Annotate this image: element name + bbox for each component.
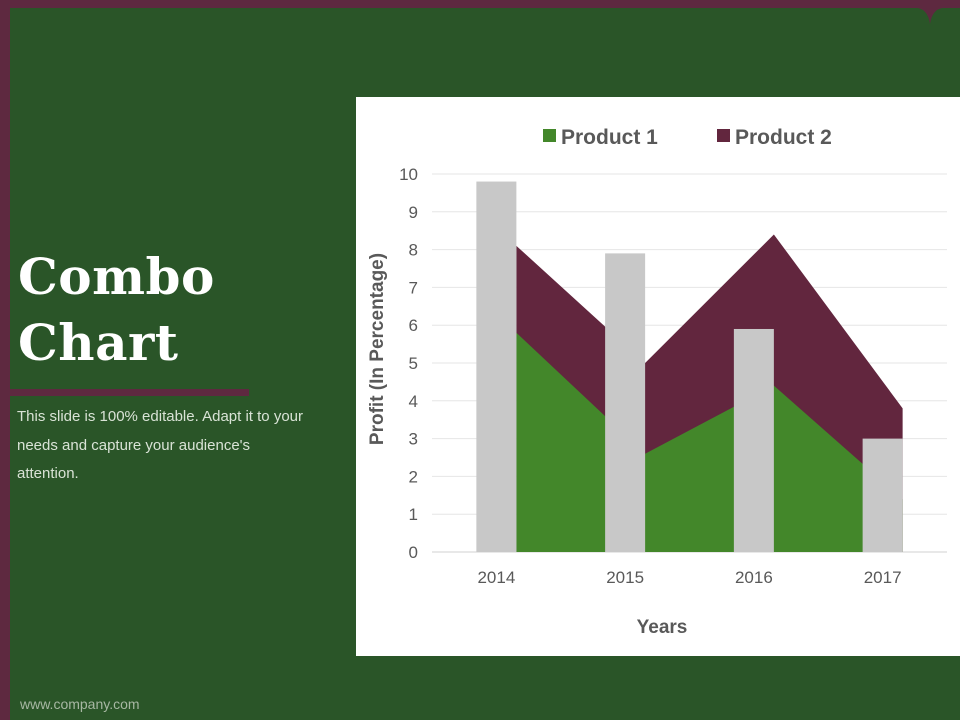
y-tick-label-2: 2 (409, 467, 418, 486)
y-tick-label-1: 1 (409, 505, 418, 524)
y-tick-label-7: 7 (409, 278, 418, 297)
y-tick-label-6: 6 (409, 316, 418, 335)
x-tick-label-2017: 2017 (864, 568, 902, 587)
legend-swatch-product-1 (543, 129, 556, 142)
combo-chart: 0 1 2 3 4 5 6 7 8 9 10 2014 2015 2016 2017 Product 1 P… (367, 126, 947, 638)
x-axis-title: Years (637, 617, 688, 638)
y-tick-label-10: 10 (399, 165, 418, 184)
corner-notch (918, 6, 942, 24)
top-border (0, 0, 960, 8)
bar-2017 (862, 438, 903, 552)
footer-url: www.company.com (20, 696, 140, 712)
y-tick-label-4: 4 (409, 392, 418, 411)
bar-2015 (605, 253, 646, 552)
title-underline (10, 389, 249, 396)
left-border (0, 0, 10, 720)
y-tick-label-0: 0 (409, 543, 418, 562)
x-tick-label-2014: 2014 (477, 568, 515, 587)
chart-panel: 0 1 2 3 4 5 6 7 8 9 10 2014 2015 2016 2017 Product 1 P… (356, 97, 960, 656)
slide-subtitle: This slide is 100% editable. Adapt it to… (17, 408, 303, 482)
y-tick-label-8: 8 (409, 241, 418, 260)
slide-title: Combo Chart (18, 244, 215, 376)
y-axis-title: Profit (In Percentage) (367, 253, 388, 445)
x-tick-label-2015: 2015 (606, 568, 644, 587)
legend-swatch-product-2 (717, 129, 730, 142)
title-line-2: Chart (18, 313, 179, 372)
x-tick-label-2016: 2016 (735, 568, 773, 587)
y-tick-label-3: 3 (409, 430, 418, 449)
y-tick-label-5: 5 (409, 354, 418, 373)
tick-labels: 0 1 2 3 4 5 6 7 8 9 10 2014 2015 2016 2017 (399, 165, 901, 587)
legend: Product 1 Product 2 (543, 126, 832, 149)
title-line-1: Combo (18, 247, 215, 306)
legend-label-product-1: Product 1 (561, 126, 658, 149)
bar-2016 (733, 328, 774, 552)
bar-2014 (476, 181, 517, 552)
legend-label-product-2: Product 2 (735, 126, 832, 149)
y-tick-label-9: 9 (409, 203, 418, 222)
area-series (516, 234, 903, 553)
bar-series (476, 181, 903, 552)
